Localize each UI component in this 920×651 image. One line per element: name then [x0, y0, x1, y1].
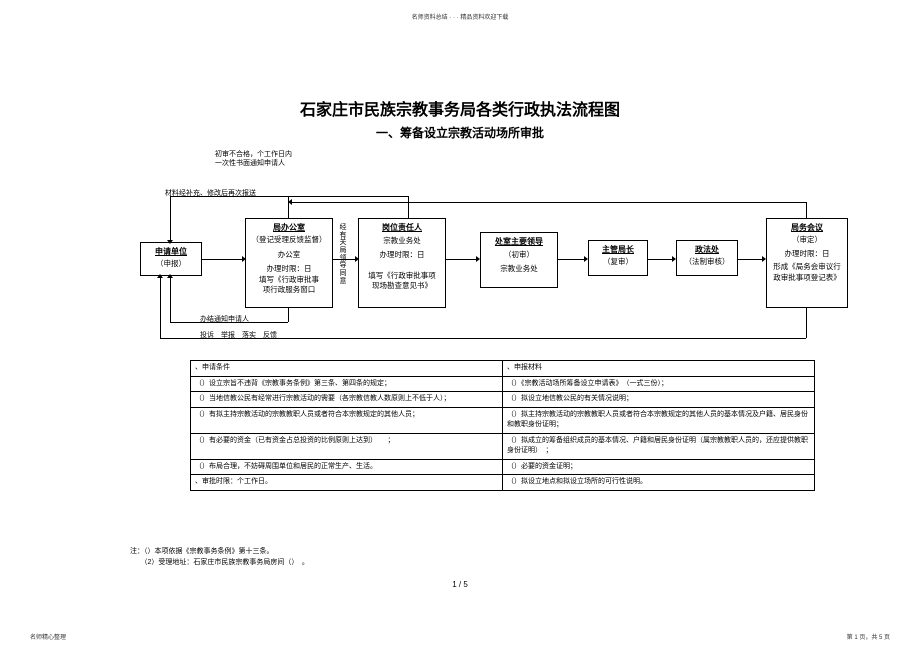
title-sub: 一、筹备设立宗教活动场所审批: [376, 124, 544, 141]
node-dept-leader-l1: （初审）: [484, 250, 554, 261]
tbl-r6c2: （）必要的资金证明；: [503, 459, 815, 475]
header-tiny: 名师资料总结 · · · 精品资料欢迎下载: [412, 12, 509, 21]
note-done: 办结通知申请人: [200, 314, 249, 324]
tbl-r1c1: 、申请条件: [191, 361, 503, 377]
node-director-l1: （复审）: [603, 257, 633, 266]
edge-6-7: [738, 259, 762, 260]
fb-long-h: [292, 202, 806, 203]
node-applicant: 申请单位 （申报）: [140, 242, 202, 276]
node-meeting-l2: 办理时限：日: [770, 249, 844, 260]
tbl-r3c1: （）当地信教公民有经常进行宗教活动的需要（各宗教信教人数原则上不低于人）；: [191, 392, 503, 408]
tbl-r4c2: （）拟主持宗教活动的宗教教职人员或者符合本宗教规定的其他人员的基本情况及户籍、居…: [503, 407, 815, 433]
node-dept-leader: 处室主要领导 （初审） 宗教业务处: [480, 232, 558, 288]
node-position-l4: 现场勘查意见书》: [372, 281, 432, 290]
node-director-title: 主管局长: [592, 244, 644, 255]
node-applicant-title: 申请单位: [144, 246, 198, 257]
node-office-l5: 项行政服务窗口: [263, 285, 316, 294]
notes-bottom-l1: 注：（）本项依据《宗教事务条例》第十三条。: [130, 548, 274, 555]
node-applicant-l1: （申报）: [156, 259, 186, 268]
fb-complain-v1: [806, 308, 807, 338]
edge-5-6: [648, 259, 672, 260]
tbl-r3c2: （）拟设立地信教公民的有关情况说明；: [503, 392, 815, 408]
tbl-r7c2: （）拟设立地点和拟设立场所的可行性说明。: [503, 475, 815, 491]
tbl-r7c1: 、审批时限：个工作日。: [191, 475, 503, 491]
fb-top-v2: [170, 196, 171, 240]
tbl-r4c1: （）有拟主持宗教活动的宗教教职人员或者符合本宗教规定的其他人员；: [191, 407, 503, 433]
note-complain: 投诉 举报 落实 反馈: [200, 330, 277, 340]
node-director: 主管局长 （复审）: [588, 240, 648, 276]
tbl-r6c1: （）布局合理，不妨碍周围单位和居民的正常生产、生活。: [191, 459, 503, 475]
tbl-r5c1: （）有必要的资金（已有资金占总投资的比例原则上达到） ；: [191, 433, 503, 459]
node-meeting-l4: 政审批事项登记表》: [773, 273, 841, 282]
node-meeting-l3: 形成《局务会审议行: [773, 262, 841, 271]
edge-4-5: [558, 259, 584, 260]
node-legal-l1: （法制审核）: [685, 257, 730, 266]
node-meeting: 局务会议 （审定） 办理时限：日 形成《局务会审议行 政审批事项登记表》: [766, 218, 848, 308]
node-office-l4: 填写《行政审批事: [259, 275, 319, 284]
tbl-r2c2: （）《宗教活动场所筹备设立申请表》 （一式三份）；: [503, 376, 815, 392]
edge-1-2: [202, 259, 242, 260]
node-office: 局办公室 （登记受理反馈监督） 办公室 办理时限：日 填写《行政审批事 项行政服…: [245, 218, 333, 308]
edge-2-3: [333, 259, 355, 260]
node-position-l1: 宗教业务处: [362, 236, 442, 247]
fb-long-v1: [806, 202, 807, 218]
node-position: 岗位责任人 宗教业务处 办理时限：日 填写《行政审批事项 现场勘查意见书》: [358, 218, 446, 308]
edge-label-approve: 经有关局领导同意: [338, 224, 348, 286]
info-table: 、申请条件 、申报材料 （）设立宗旨不违背《宗教事务条例》第三条、第四条的规定；…: [190, 360, 815, 491]
notes-bottom: 注：（）本项依据《宗教事务条例》第十三条。 （2）受理地址：石家庄市民族宗教事务…: [130, 546, 309, 568]
fb-top-h: [170, 196, 408, 197]
tbl-r1c2: 、申报材料: [503, 361, 815, 377]
node-position-l2: 办理时限：日: [380, 250, 425, 259]
fb-complain-v2: [160, 278, 161, 338]
node-office-title: 局办公室: [249, 222, 329, 233]
footer-right: 第 1 页，共 5 页: [847, 632, 890, 641]
node-office-l3: 办理时限：日: [267, 264, 312, 273]
node-office-l1: （登记受理反馈监督）: [252, 235, 327, 244]
node-legal-title: 政法处: [680, 244, 734, 255]
fb-done-v2: [170, 278, 171, 322]
title-main: 石家庄市民族宗教事务局各类行政执法流程图: [300, 96, 620, 120]
node-position-l3: 填写《行政审批事项: [368, 271, 436, 280]
node-dept-leader-title: 处室主要领导: [484, 236, 554, 247]
node-meeting-title: 局务会议: [770, 222, 844, 233]
page-number: 1 / 5: [452, 580, 468, 589]
node-office-l2: 办公室: [249, 250, 329, 261]
fb-top-v2a: [408, 196, 409, 218]
note-reject: 初审不合格，个工作日内 一次性书面通知申请人: [215, 150, 292, 168]
tbl-r5c2: （）拟成立的筹备组织成员的基本情况、户籍和居民身份证明（属宗教教职人员的，还应提…: [503, 433, 815, 459]
note-reject-l1: 初审不合格，个工作日内: [215, 151, 292, 158]
edge-3-4: [446, 259, 476, 260]
node-dept-leader-l2: 宗教业务处: [500, 264, 538, 273]
node-legal: 政法处 （法制审核）: [676, 240, 738, 276]
node-meeting-l1: （审定）: [792, 235, 822, 244]
footer-left: 名师精心整理: [30, 632, 66, 641]
tbl-r2c1: （）设立宗旨不违背《宗教事务条例》第三条、第四条的规定；: [191, 376, 503, 392]
note-reject-l2: 一次性书面通知申请人: [215, 160, 285, 167]
node-position-title: 岗位责任人: [362, 222, 442, 233]
fb-done-v1: [288, 308, 289, 322]
notes-bottom-l2: （2）受理地址：石家庄市民族宗教事务局房间（） 。: [130, 559, 309, 566]
